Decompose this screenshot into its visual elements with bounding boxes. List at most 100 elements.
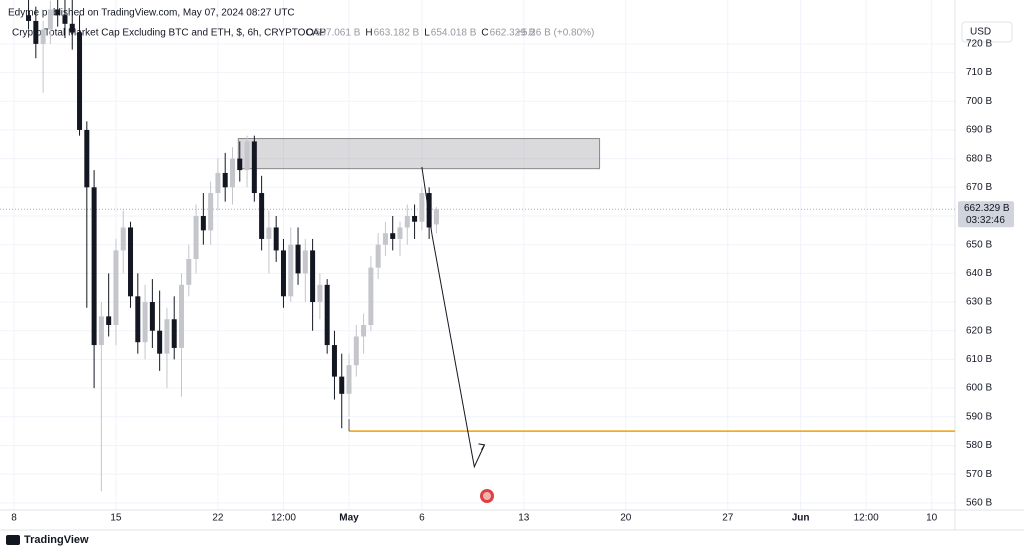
candle-body <box>149 302 155 331</box>
candle-body <box>229 158 235 188</box>
x-tick-label: 15 <box>110 513 122 524</box>
candle-body <box>382 233 388 245</box>
candle-body <box>222 172 228 188</box>
candle-body <box>142 302 148 343</box>
candle-body <box>91 187 97 346</box>
x-tick-label: 22 <box>212 513 224 524</box>
candle-body <box>251 141 257 194</box>
candle-body <box>361 324 367 337</box>
candle-body <box>186 259 192 285</box>
y-tick-label: 560 B <box>966 497 992 508</box>
ohlc-value: 657.061 B <box>315 28 361 39</box>
candle-body <box>157 330 163 354</box>
zone <box>237 138 601 170</box>
candle-body <box>266 227 272 239</box>
ohlc-key: C <box>481 28 488 39</box>
candle-body <box>164 319 170 354</box>
y-tick-label: 580 B <box>966 440 992 451</box>
arrow-head <box>478 443 486 451</box>
candle-body <box>200 215 206 231</box>
y-tick-label: 630 B <box>966 297 992 308</box>
publisher: Edyme published on TradingView.com, May … <box>8 8 295 19</box>
ohlc-value: 663.182 B <box>374 28 420 39</box>
ohlc-key: H <box>365 28 372 39</box>
ohlc-key: L <box>424 28 430 39</box>
candle-body <box>346 365 352 394</box>
ohlc-legend: O 657.061 B H 663.182 B L 654.018 B C 662.329 B <box>306 28 536 39</box>
candle-body <box>273 227 279 251</box>
y-tick-label: 700 B <box>966 96 992 107</box>
price-tag <box>958 201 1014 228</box>
candle-body <box>179 284 185 348</box>
tv-logo <box>6 535 20 545</box>
candle-body <box>26 15 32 21</box>
y-tick-label: 590 B <box>966 411 992 422</box>
x-tick-label: 13 <box>518 513 530 524</box>
x-tick-label: 20 <box>620 513 632 524</box>
x-tick-label: 12:00 <box>271 513 296 524</box>
candle-body <box>280 250 286 297</box>
candle-body <box>98 316 104 346</box>
candle-body <box>426 193 432 228</box>
candle-body <box>288 244 294 297</box>
x-tick-label: Jun <box>792 513 810 524</box>
candle-body <box>128 227 134 297</box>
candle-body <box>419 193 425 222</box>
countdown: 03:32:46 <box>966 215 1005 226</box>
candle-body <box>310 250 316 303</box>
candle-body <box>390 233 396 239</box>
y-tick-label: 680 B <box>966 153 992 164</box>
currency[interactable]: USD <box>970 27 991 38</box>
candle-body <box>55 9 61 16</box>
ohlc-key: O <box>306 28 314 39</box>
y-tick-label: 710 B <box>966 67 992 78</box>
candle-body <box>353 336 359 366</box>
x-tick-label: 27 <box>722 513 734 524</box>
currency-box[interactable] <box>961 21 1013 43</box>
x-tick-label: 10 <box>926 513 938 524</box>
x-tick-label: 12:00 <box>854 513 879 524</box>
y-tick-label: 600 B <box>966 383 992 394</box>
candle-body <box>295 244 301 274</box>
event-flag-inner <box>483 492 491 500</box>
candle-body <box>33 20 39 44</box>
candle-body <box>237 158 243 171</box>
candle-body <box>339 376 345 394</box>
ohlc-value: 654.018 B <box>431 28 477 39</box>
candle-body <box>397 227 403 239</box>
arrow <box>421 166 485 469</box>
y-tick-label: 650 B <box>966 239 992 250</box>
candle-body <box>317 284 323 303</box>
candle-body <box>404 215 410 228</box>
candle-body <box>368 267 374 325</box>
candle-body <box>215 172 221 194</box>
candle-body <box>47 9 53 30</box>
price-tag-text: 662.329 B <box>964 203 1010 214</box>
candle-body <box>433 209 439 225</box>
y-tick-label: 570 B <box>966 469 992 480</box>
candle-body <box>135 296 141 343</box>
candle-body <box>106 316 112 325</box>
candle-body <box>331 345 337 377</box>
ohlc-value: 662.329 B <box>490 28 536 39</box>
candle-body <box>113 250 119 325</box>
x-tick-label: 8 <box>11 513 17 524</box>
x-tick-label: 6 <box>419 513 425 524</box>
y-tick-label: 690 B <box>966 125 992 136</box>
candle-body <box>324 284 330 346</box>
y-tick-label: 720 B <box>966 39 992 50</box>
y-tick-label: 610 B <box>966 354 992 365</box>
candle-body <box>259 193 265 239</box>
candle-body <box>84 129 90 188</box>
y-tick-label: 640 B <box>966 268 992 279</box>
candle-body <box>77 32 83 130</box>
footer: TradingView <box>24 534 89 546</box>
candle-body <box>193 215 199 260</box>
symbol: Crypto Total Market Cap Excluding BTC an… <box>12 28 326 39</box>
change: +5.26 B (+0.80%) <box>516 28 594 39</box>
candle-body <box>244 141 250 171</box>
y-tick-label: 620 B <box>966 325 992 336</box>
candle-body <box>412 215 418 222</box>
candle-body <box>375 244 381 268</box>
